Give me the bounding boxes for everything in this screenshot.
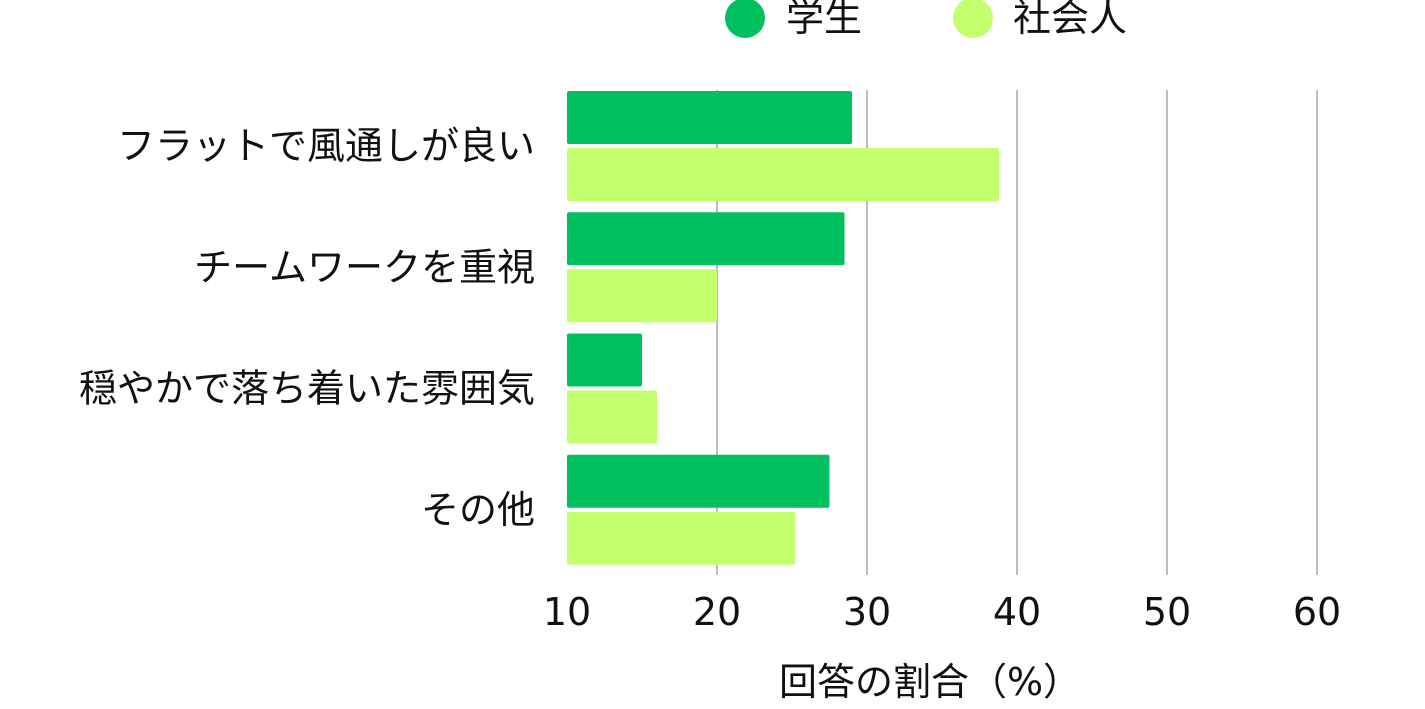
bar-3-0 (567, 454, 830, 508)
x-tick-50: 50 (1143, 590, 1191, 634)
category-label-3: その他 (421, 488, 535, 532)
x-tick-30: 30 (843, 590, 891, 634)
legend-marker-1 (953, 0, 993, 38)
bar-1-1 (567, 269, 717, 323)
bar-0-1 (567, 148, 999, 201)
legend-label-1: 社会人 (1013, 0, 1127, 40)
bars (567, 91, 999, 565)
category-label-2: 穏やかで落ち着いた雰囲気 (79, 367, 535, 411)
legend: 学生 社会人 (725, 0, 1127, 40)
x-tick-10: 10 (543, 590, 591, 634)
legend-label-0: 学生 (786, 0, 862, 40)
bar-2-1 (567, 390, 657, 444)
legend-marker-0 (725, 0, 765, 38)
bar-2-0 (567, 333, 642, 387)
bar-1-0 (567, 212, 845, 266)
x-tick-60: 60 (1293, 590, 1341, 634)
x-tick-40: 40 (993, 590, 1041, 634)
x-axis-title: 回答の割合（%） (779, 660, 1081, 704)
category-label-1: チームワークを重視 (194, 245, 535, 289)
x-tick-labels: 10 20 30 40 50 60 (543, 590, 1341, 634)
x-tick-20: 20 (693, 590, 741, 634)
bar-0-0 (567, 91, 852, 144)
category-label-0: フラットで風通しが良い (117, 124, 535, 168)
bar-3-1 (567, 511, 795, 565)
